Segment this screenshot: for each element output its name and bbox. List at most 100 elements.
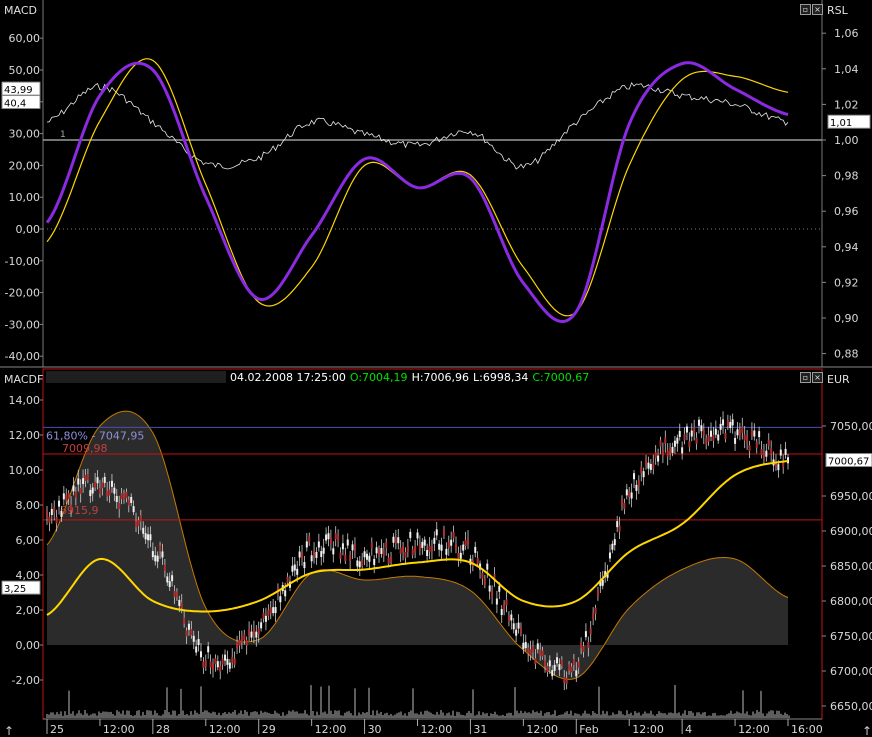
price-axis-tick: 6700,00 bbox=[830, 665, 872, 678]
macd-axis-tick: 0,00 bbox=[16, 223, 41, 236]
close-icon[interactable]: × bbox=[812, 4, 823, 15]
candle-body bbox=[531, 646, 534, 653]
candle-body bbox=[625, 489, 628, 496]
candle-body bbox=[149, 534, 152, 541]
candle-body bbox=[649, 464, 652, 471]
candle-body bbox=[58, 500, 61, 507]
candle-body bbox=[106, 490, 109, 497]
candle-body bbox=[647, 462, 650, 469]
macdf-axis-tick: 8,00 bbox=[16, 499, 41, 512]
candle-body bbox=[717, 434, 720, 441]
candle-body bbox=[65, 494, 68, 501]
macd-pane-title: MACD bbox=[4, 4, 37, 17]
candle-body bbox=[55, 517, 58, 524]
candle-body bbox=[310, 555, 313, 562]
candle-body bbox=[724, 433, 727, 440]
candle-body bbox=[544, 660, 547, 667]
signal-value-marker: 40,4 bbox=[4, 99, 26, 110]
candle-body bbox=[546, 666, 549, 673]
candle-body bbox=[613, 539, 616, 546]
candle-body bbox=[435, 529, 438, 536]
candle-body bbox=[233, 658, 236, 665]
macd-axis-tick: -20,00 bbox=[5, 287, 40, 300]
candle-body bbox=[236, 642, 239, 649]
x-axis-tick-label: 12:00 bbox=[632, 723, 664, 736]
candle-body bbox=[784, 448, 787, 455]
candle-body bbox=[539, 649, 542, 656]
close-icon[interactable]: × bbox=[812, 372, 823, 383]
candle-body bbox=[161, 551, 164, 558]
candle-body bbox=[156, 555, 159, 562]
rsl-axis-tick: 1,04 bbox=[834, 63, 859, 76]
x-axis-tick-label: 12:00 bbox=[315, 723, 347, 736]
candle-body bbox=[671, 446, 674, 453]
candle-body bbox=[750, 430, 753, 437]
resistance-level-label: 7009,98 bbox=[62, 442, 108, 455]
candle-body bbox=[349, 555, 352, 562]
fibonacci-level-label: 61,80% - 7047,95 bbox=[46, 429, 144, 442]
candle-body bbox=[589, 628, 592, 635]
candle-body bbox=[221, 658, 224, 665]
candle-body bbox=[378, 548, 381, 555]
candle-body bbox=[301, 553, 304, 560]
candle-body bbox=[719, 423, 722, 430]
candle-body bbox=[673, 440, 676, 447]
candle-body bbox=[358, 561, 361, 568]
candle-body bbox=[765, 450, 768, 457]
macdf-axis-tick: 12,00 bbox=[9, 429, 41, 442]
candle-body bbox=[293, 564, 296, 571]
candle-body bbox=[779, 449, 782, 456]
candle-body bbox=[657, 455, 660, 462]
candle-body bbox=[135, 520, 138, 527]
candle-body bbox=[705, 438, 708, 445]
candle-body bbox=[113, 487, 116, 494]
candle-body bbox=[433, 537, 436, 544]
candle-body bbox=[46, 510, 48, 517]
candle-body bbox=[224, 654, 227, 661]
candle-body bbox=[110, 480, 113, 487]
candle-body bbox=[228, 662, 231, 669]
candle-body bbox=[712, 434, 715, 441]
candle-body bbox=[373, 558, 376, 565]
candle-body bbox=[195, 646, 198, 653]
macd-axis-tick: 30,00 bbox=[9, 128, 41, 141]
candle-body bbox=[399, 547, 402, 554]
candle-body bbox=[108, 489, 111, 496]
candle-body bbox=[710, 430, 713, 437]
candle-body bbox=[296, 568, 299, 575]
candle-body bbox=[103, 476, 106, 483]
scroll-up-arrow: ↑ bbox=[4, 724, 14, 737]
ohlc-info-bar: 04.02.2008 17:25:00 O:7004,19 H:7006,96 … bbox=[46, 371, 589, 385]
candle-body bbox=[385, 542, 388, 549]
candle-body bbox=[558, 664, 561, 671]
price-axis-tick: 6900,00 bbox=[830, 525, 872, 538]
candle-body bbox=[219, 665, 222, 672]
candle-body bbox=[714, 428, 717, 435]
restore-icon[interactable]: ▫ bbox=[800, 372, 811, 383]
rsl-axis-tick: 0,88 bbox=[834, 348, 859, 361]
candle-body bbox=[89, 490, 92, 497]
candle-body bbox=[344, 555, 347, 562]
candle-body bbox=[67, 493, 70, 500]
candle-body bbox=[695, 437, 698, 444]
support-level-label: 6915,9 bbox=[60, 504, 99, 517]
candle-body bbox=[731, 419, 734, 426]
candle-body bbox=[197, 639, 200, 646]
candle-body bbox=[493, 574, 496, 581]
candle-body bbox=[147, 534, 150, 541]
candle-body bbox=[159, 545, 162, 552]
macdf-axis-tick: 2,00 bbox=[16, 604, 41, 617]
candle-body bbox=[327, 533, 330, 540]
macd-line bbox=[45, 61, 789, 324]
candle-body bbox=[467, 537, 470, 544]
candle-body bbox=[142, 527, 145, 534]
candle-body bbox=[635, 484, 638, 491]
restore-icon[interactable]: ▫ bbox=[800, 4, 811, 15]
candle-body bbox=[430, 545, 433, 552]
candle-body bbox=[575, 670, 578, 677]
macd-axis-tick: -40,00 bbox=[5, 350, 40, 363]
rsl-axis-tick: 0,96 bbox=[834, 205, 859, 218]
candle-body bbox=[279, 596, 282, 603]
candle-body bbox=[416, 532, 419, 539]
candle-body bbox=[394, 537, 397, 544]
